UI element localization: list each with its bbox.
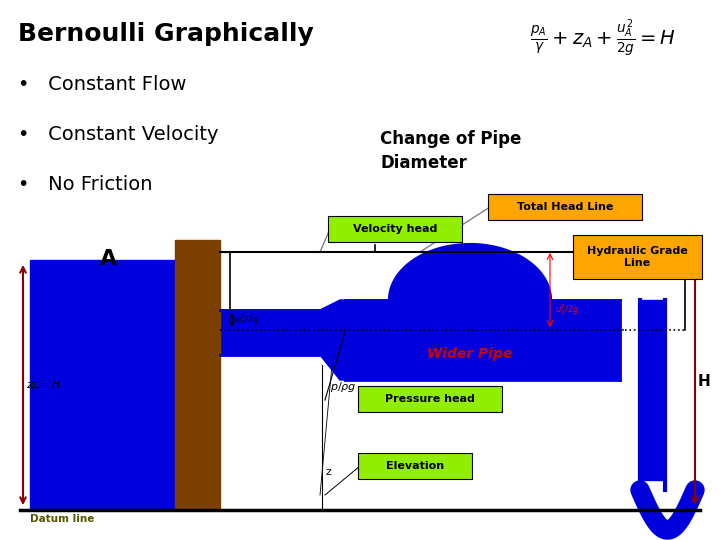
Text: A: A bbox=[100, 249, 117, 269]
Bar bbox=[461, 300, 479, 355]
Text: •   No Friction: • No Friction bbox=[18, 175, 153, 194]
FancyBboxPatch shape bbox=[358, 386, 502, 412]
Text: Velocity head: Velocity head bbox=[353, 224, 437, 234]
FancyBboxPatch shape bbox=[488, 194, 642, 220]
Text: $u_2^2/2g$: $u_2^2/2g$ bbox=[555, 302, 580, 318]
Text: Datum line: Datum line bbox=[30, 514, 94, 524]
FancyBboxPatch shape bbox=[573, 235, 702, 279]
Text: •   Constant Flow: • Constant Flow bbox=[18, 75, 186, 94]
Text: H: H bbox=[698, 374, 711, 388]
Text: $z_A = H$: $z_A = H$ bbox=[26, 378, 61, 392]
Text: $u_1^2/2g$: $u_1^2/2g$ bbox=[235, 313, 260, 327]
Bar bbox=[30, 260, 175, 510]
Text: Elevation: Elevation bbox=[386, 461, 444, 471]
Text: Bernoulli Graphically: Bernoulli Graphically bbox=[18, 22, 314, 46]
Text: Change of Pipe
Diameter: Change of Pipe Diameter bbox=[380, 130, 521, 172]
Text: •   Constant Velocity: • Constant Velocity bbox=[18, 125, 218, 144]
Text: z: z bbox=[325, 467, 331, 477]
Text: $\frac{p_A}{\gamma} + z_A + \frac{u_A^{\,2}}{2g} = H$: $\frac{p_A}{\gamma} + z_A + \frac{u_A^{\… bbox=[530, 18, 676, 59]
FancyBboxPatch shape bbox=[328, 216, 462, 242]
Text: Hydraulic Grade
Line: Hydraulic Grade Line bbox=[587, 246, 688, 268]
Text: Pressure head: Pressure head bbox=[385, 394, 475, 404]
Bar bbox=[175, 240, 220, 510]
Polygon shape bbox=[220, 300, 620, 380]
Text: $p/\rho g$: $p/\rho g$ bbox=[330, 380, 356, 394]
Bar bbox=[640, 300, 665, 480]
FancyBboxPatch shape bbox=[358, 453, 472, 479]
Polygon shape bbox=[390, 245, 550, 300]
Text: Wider Pipe: Wider Pipe bbox=[428, 347, 513, 361]
Text: Total Head Line: Total Head Line bbox=[517, 202, 613, 212]
